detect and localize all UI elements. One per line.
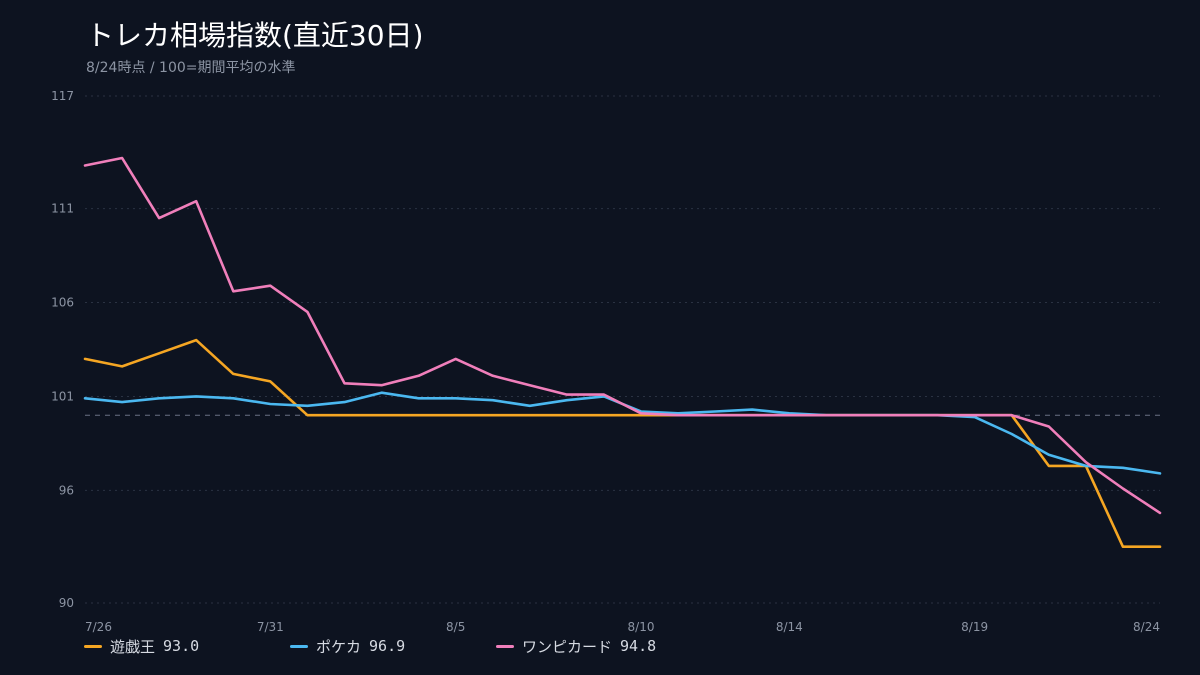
- y-tick-label: 111: [51, 202, 74, 216]
- legend-value: 94.8: [620, 637, 657, 655]
- x-tick-label: 7/26: [85, 620, 112, 634]
- series-line-2: [83, 156, 1162, 515]
- y-tick-label: 117: [51, 89, 74, 103]
- series-layer: [83, 156, 1162, 549]
- x-tick-label: 8/24: [1133, 620, 1160, 634]
- legend-label: ポケカ: [316, 637, 362, 656]
- legend: 遊戯王 93.0 ポケカ 96.9 ワンピカード 94.8: [0, 634, 1200, 658]
- y-tick-label: 96: [59, 483, 74, 497]
- legend-swatch: [496, 644, 514, 648]
- legend-item-onepiece[interactable]: ワンピカード 94.8: [496, 634, 656, 658]
- x-tick-label: 8/10: [628, 620, 655, 634]
- series-line-0: [83, 338, 1162, 549]
- grid-layer: [85, 95, 1160, 604]
- x-tick-label: 8/14: [776, 620, 803, 634]
- y-tick-label: 106: [51, 296, 74, 310]
- legend-label: 遊戯王: [110, 637, 156, 656]
- x-tick-label: 8/19: [961, 620, 988, 634]
- y-tick-label: 90: [59, 596, 74, 610]
- legend-label: ワンピカード: [522, 637, 613, 656]
- chart-subtitle: 8/24時点 / 100=期間平均の水準: [86, 60, 296, 76]
- y-tick-label: 101: [51, 389, 74, 403]
- legend-item-yugioh[interactable]: 遊戯王 93.0: [84, 634, 199, 658]
- legend-swatch: [290, 644, 308, 648]
- legend-value: 93.0: [163, 637, 200, 655]
- chart-title: トレカ相場指数(直近30日): [86, 19, 424, 52]
- legend-item-pokeca[interactable]: ポケカ 96.9: [290, 634, 405, 658]
- x-tick-label: 8/5: [446, 620, 465, 634]
- y-axis-ticks: 117 111 106 101 96 90: [51, 89, 74, 610]
- x-tick-label: 7/31: [257, 620, 284, 634]
- legend-value: 96.9: [369, 637, 406, 655]
- legend-swatch: [84, 644, 102, 648]
- x-axis-ticks: 7/26 7/31 8/5 8/10 8/14 8/19 8/24: [85, 620, 1160, 634]
